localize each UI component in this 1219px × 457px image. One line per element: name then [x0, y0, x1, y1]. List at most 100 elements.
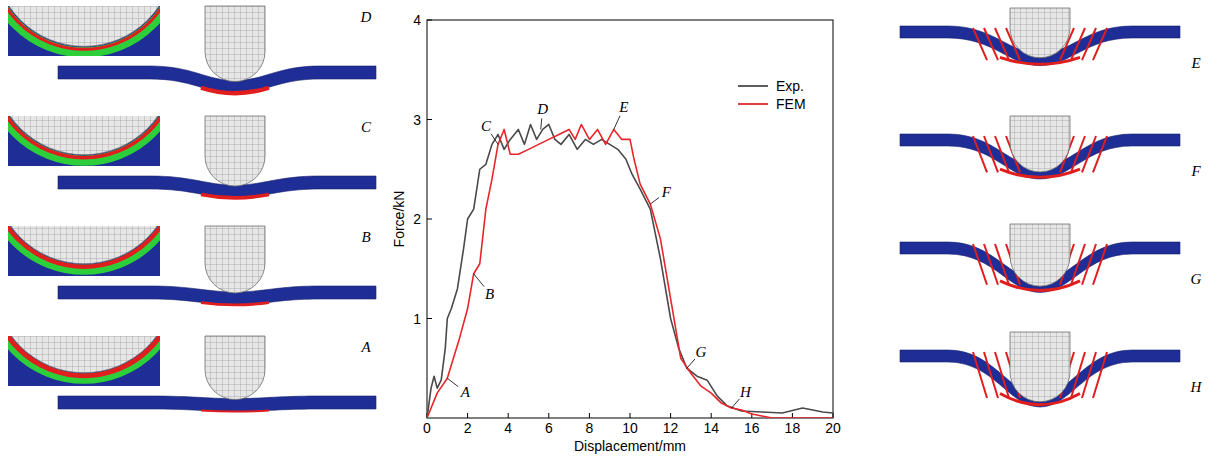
- damage-band: [201, 303, 269, 305]
- damage-streak: [1093, 244, 1107, 285]
- legend-swatch: [738, 85, 768, 87]
- x-tick-label: 0: [423, 420, 431, 436]
- damage-streak: [973, 244, 987, 285]
- inset-band: [8, 226, 160, 270]
- indenter: [205, 336, 265, 400]
- damage-streak: [984, 28, 998, 60]
- panel-letter: B: [361, 229, 370, 245]
- damage-streak: [1071, 244, 1085, 285]
- x-tick-label: 20: [825, 420, 841, 436]
- x-tick-label: 4: [504, 420, 512, 436]
- inset-band: [8, 116, 160, 161]
- annotation-label: F: [661, 184, 672, 200]
- annotation-label: C: [481, 118, 492, 134]
- damage-streak: [1071, 28, 1085, 60]
- sim-panel: A: [0, 187, 376, 412]
- inset-indenter: [8, 336, 160, 373]
- annotation-leader: [687, 359, 695, 368]
- axes: 024681012141618201234Displacement/mmForc…: [391, 12, 841, 454]
- x-tick-label: 14: [703, 420, 719, 436]
- annotation-leader: [614, 116, 620, 130]
- damage-band: [201, 410, 269, 413]
- indenter: [1010, 8, 1070, 58]
- annotation-leader: [650, 197, 659, 204]
- annotation-leader: [732, 399, 740, 408]
- inset: [8, 116, 160, 166]
- annotation-leader: [447, 378, 458, 386]
- indenter: [1010, 116, 1070, 172]
- inset-indenter: [8, 226, 160, 264]
- legend-swatch: [738, 103, 768, 105]
- damage-streak: [1071, 136, 1085, 172]
- damage-streak: [1082, 28, 1096, 60]
- panel-letter: G: [1191, 271, 1202, 287]
- series-line: [427, 124, 833, 418]
- annotation-label: E: [618, 99, 628, 115]
- indenter: [205, 116, 265, 186]
- damage-streak: [973, 352, 987, 398]
- indenter: [1010, 332, 1070, 402]
- damage-streak: [984, 136, 998, 172]
- legend-label: Exp.: [776, 78, 804, 94]
- damage-streak: [973, 136, 987, 172]
- damage-streak: [995, 136, 1009, 172]
- inset-indenter: [8, 6, 160, 46]
- panel-letter: D: [360, 9, 372, 25]
- inset-damage: [8, 226, 160, 267]
- annotation-leader: [541, 118, 542, 129]
- sim-panel: F: [900, 116, 1201, 179]
- damage-streak: [1071, 352, 1085, 398]
- x-tick-label: 2: [464, 420, 472, 436]
- panel-letter: E: [1190, 55, 1200, 71]
- annotation-label: B: [485, 286, 494, 302]
- damage-streak: [995, 244, 1009, 285]
- sim-panel: C: [0, 0, 376, 198]
- x-tick: [467, 413, 468, 418]
- legend-label: FEM: [776, 96, 806, 112]
- indenter: [205, 6, 265, 82]
- damage-streak: [995, 352, 1009, 398]
- damage-streak: [984, 244, 998, 285]
- inset-band: [8, 336, 160, 379]
- damage-band: [201, 88, 269, 93]
- damage-streak: [1082, 244, 1096, 285]
- annotation-label: H: [739, 384, 752, 400]
- x-tick-label: 18: [785, 420, 801, 436]
- y-tick: [427, 219, 432, 220]
- x-tick-label: 8: [586, 420, 594, 436]
- inset-damage: [8, 6, 160, 49]
- damage-streak: [973, 28, 987, 60]
- x-axis-title: Displacement/mm: [574, 438, 686, 454]
- damage-streak: [984, 352, 998, 398]
- annotation-leader: [474, 274, 484, 287]
- x-tick: [670, 413, 671, 418]
- figure: 024681012141618201234Displacement/mmForc…: [0, 0, 1219, 457]
- y-tick-label: 1: [413, 311, 421, 327]
- annotation-leader: [491, 134, 498, 145]
- sim-panel: H: [900, 332, 1203, 407]
- plate: [58, 286, 376, 305]
- inset: [8, 336, 160, 386]
- y-tick: [427, 119, 432, 120]
- inset-damage: [8, 116, 160, 158]
- simulation-panels: DCBAEFGH: [0, 0, 1203, 412]
- y-tick-label: 2: [413, 211, 421, 227]
- plot-frame: [427, 20, 833, 418]
- damage-streak: [1082, 136, 1096, 172]
- y-tick: [427, 318, 432, 319]
- y-tick-label: 4: [413, 12, 421, 28]
- x-tick: [589, 413, 590, 418]
- x-tick: [548, 413, 549, 418]
- annotation-label: G: [695, 344, 706, 360]
- sim-panel: E: [900, 8, 1201, 71]
- panel-letter: A: [360, 339, 371, 355]
- damage-band: [201, 194, 269, 197]
- plate: [58, 396, 376, 412]
- series-line: [427, 124, 833, 418]
- inset-damage: [8, 336, 160, 376]
- damage-streak: [995, 28, 1009, 60]
- inset: [8, 226, 160, 276]
- damage-band: [1000, 57, 1080, 64]
- inset-indenter: [8, 116, 160, 155]
- damage-streak: [1093, 136, 1107, 172]
